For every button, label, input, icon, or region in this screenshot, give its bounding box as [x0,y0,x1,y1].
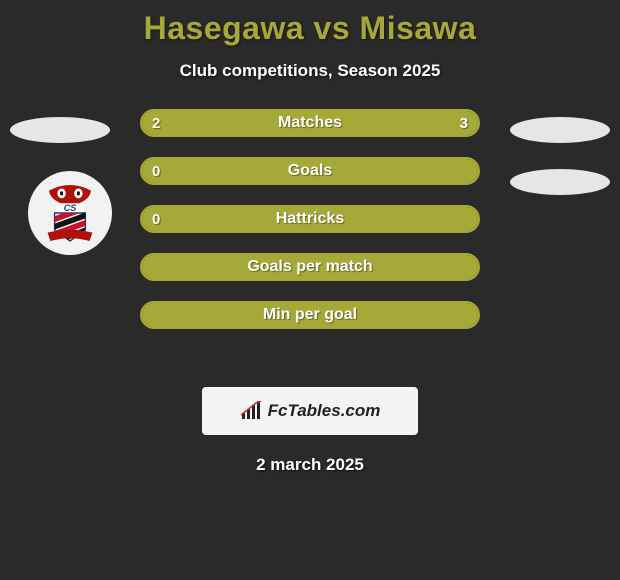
stat-value-left: 2 [152,115,160,132]
stat-bar: Goals per match [140,253,480,281]
bar-chart-icon [240,401,264,421]
left-player-oval [10,117,110,143]
stat-value-right: 3 [460,115,468,132]
stat-label: Hattricks [276,210,344,228]
page-title: Hasegawa vs Misawa [0,0,620,47]
stat-fill-left [142,111,276,135]
fctables-label: FcTables.com [268,401,381,421]
right-player-oval-1 [510,117,610,143]
stat-label: Goals [288,162,332,180]
comparison-arena: CS 2 3 Matches 0 Goals 0 Hattricks Goals per ma… [0,109,620,369]
stat-bar: 0 Goals [140,157,480,185]
stat-bars: 2 3 Matches 0 Goals 0 Hattricks Goals per match… [140,109,480,329]
right-player-oval-2 [510,169,610,195]
stat-value-left: 0 [152,163,160,180]
club-badge-icon: CS [35,178,105,248]
stat-label: Min per goal [263,306,357,324]
stat-label: Matches [278,114,342,132]
stat-value-left: 0 [152,211,160,228]
stat-bar: 0 Hattricks [140,205,480,233]
date-label: 2 march 2025 [0,455,620,475]
club-badge: CS [28,171,112,255]
fctables-brand-box[interactable]: FcTables.com [202,387,418,435]
stat-bar: 2 3 Matches [140,109,480,137]
stat-label: Goals per match [247,258,372,276]
svg-text:CS: CS [64,203,77,213]
subtitle: Club competitions, Season 2025 [0,61,620,81]
stat-bar: Min per goal [140,301,480,329]
